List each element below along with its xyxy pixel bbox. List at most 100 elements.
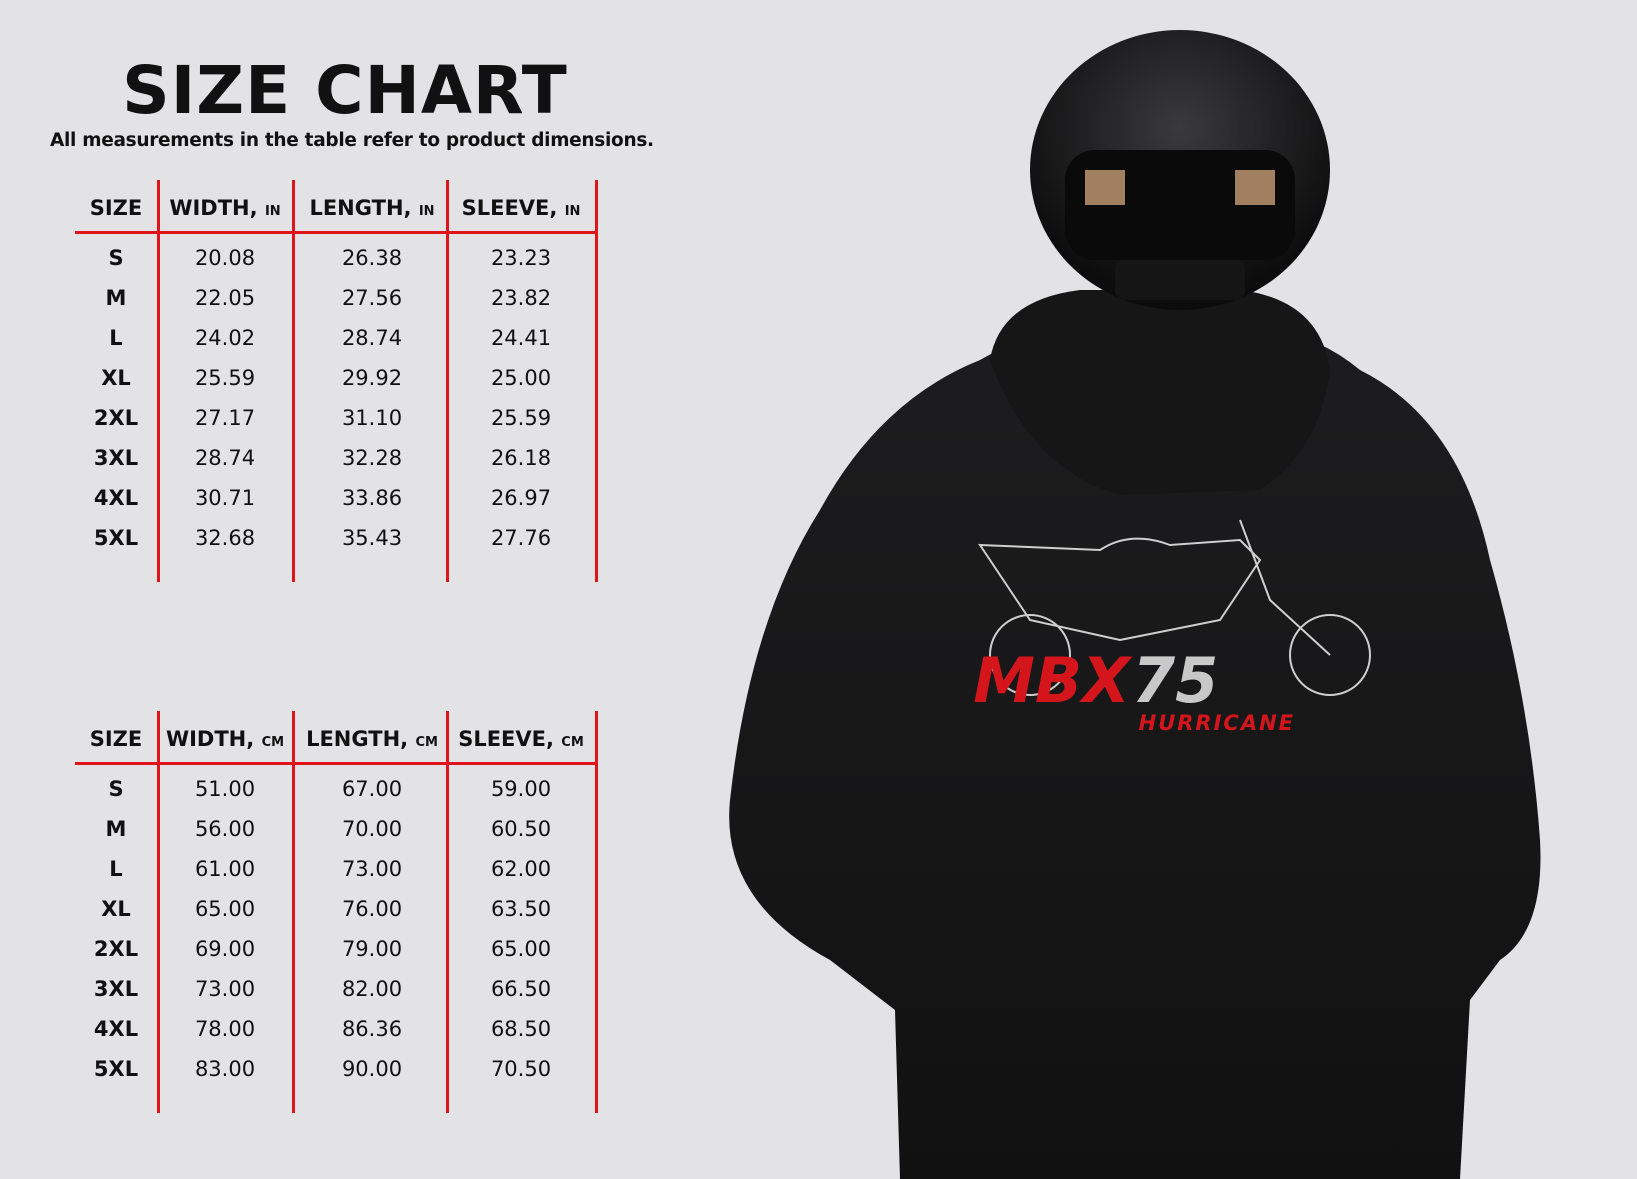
page-title: SIZE CHART	[122, 52, 568, 129]
column-header: SLEEVE, CM	[446, 727, 596, 751]
header-label: SIZE	[89, 727, 143, 751]
size-label: 5XL	[93, 1057, 139, 1081]
size-label: 3XL	[93, 446, 139, 470]
measurement-cell: 76.00	[341, 897, 403, 921]
measurement-cell: 26.18	[490, 446, 552, 470]
header-label: WIDTH,	[169, 196, 258, 220]
column-header: SIZE	[41, 196, 191, 220]
measurement-cell: 90.00	[341, 1057, 403, 1081]
measurement-cell: 62.00	[490, 857, 552, 881]
hood	[990, 290, 1330, 495]
header-label: SLEEVE,	[458, 727, 554, 751]
size-label: 4XL	[93, 1017, 139, 1041]
column-header: SLEEVE, IN	[446, 196, 596, 220]
column-header: LENGTH, IN	[297, 196, 447, 220]
measurement-cell: 27.76	[490, 526, 552, 550]
header-unit: CM	[561, 735, 584, 750]
measurement-cell: 86.36	[341, 1017, 403, 1041]
table-column-divider	[157, 180, 160, 582]
measurement-cell: 56.00	[194, 817, 256, 841]
column-header: WIDTH, CM	[150, 727, 300, 751]
measurement-cell: 69.00	[194, 937, 256, 961]
hoodie-body	[729, 328, 1541, 1179]
motorcycle-print	[978, 519, 1371, 696]
measurement-cell: 65.00	[490, 937, 552, 961]
table-header-divider	[75, 231, 597, 234]
measurement-cell: 65.00	[194, 897, 256, 921]
measurement-cell: 24.02	[194, 326, 256, 350]
table-column-divider	[446, 180, 449, 582]
measurement-cell: 66.50	[490, 977, 552, 1001]
table-column-divider	[157, 711, 160, 1113]
header-label: SIZE	[89, 196, 143, 220]
measurement-cell: 51.00	[194, 777, 256, 801]
subtitle: All measurements in the table refer to p…	[50, 130, 654, 151]
measurement-cell: 28.74	[194, 446, 256, 470]
measurement-cell: 70.00	[341, 817, 403, 841]
measurement-cell: 20.08	[194, 246, 256, 270]
measurement-cell: 33.86	[341, 486, 403, 510]
size-label: XL	[101, 366, 131, 390]
header-unit: IN	[264, 204, 281, 219]
size-table-inches: SIZE WIDTH, IN LENGTH, IN SLEEVE, IN S 20.08…	[75, 180, 598, 582]
measurement-cell: 23.23	[490, 246, 552, 270]
measurement-cell: 29.92	[341, 366, 403, 390]
print-mbx-text: MBX	[973, 644, 1133, 717]
measurement-cell: 79.00	[341, 937, 403, 961]
size-label: 4XL	[93, 486, 139, 510]
header-label: LENGTH,	[309, 196, 412, 220]
column-header: SIZE	[41, 727, 191, 751]
size-label: 3XL	[93, 977, 139, 1001]
table-column-divider	[292, 180, 295, 582]
measurement-cell: 31.10	[341, 406, 403, 430]
header-label: LENGTH,	[306, 727, 409, 751]
measurement-cell: 22.05	[194, 286, 256, 310]
header-unit: CM	[261, 735, 285, 750]
table-header-divider	[75, 762, 597, 765]
print-75-text: 75	[1132, 644, 1218, 717]
measurement-cell: 73.00	[194, 977, 256, 1001]
size-label: 2XL	[93, 937, 139, 961]
measurement-cell: 82.00	[341, 977, 403, 1001]
header-unit: IN	[564, 204, 581, 219]
measurement-cell: 67.00	[341, 777, 403, 801]
print-hurricane-text: HURRICANE	[1139, 711, 1295, 735]
table-column-divider	[595, 180, 598, 582]
size-label: L	[109, 857, 123, 881]
size-label: L	[109, 326, 123, 350]
size-label: M	[105, 817, 127, 841]
measurement-cell: 59.00	[490, 777, 552, 801]
column-header: WIDTH, IN	[150, 196, 300, 220]
measurement-cell: 23.82	[490, 286, 552, 310]
measurement-cell: 61.00	[194, 857, 256, 881]
size-label: M	[105, 286, 127, 310]
size-label: S	[108, 777, 124, 801]
measurement-cell: 25.59	[490, 406, 552, 430]
size-label: 2XL	[93, 406, 139, 430]
header-label: WIDTH,	[165, 727, 255, 751]
measurement-cell: 73.00	[341, 857, 403, 881]
column-header: LENGTH, CM	[297, 727, 447, 751]
header-label: SLEEVE,	[461, 196, 558, 220]
table-column-divider	[292, 711, 295, 1113]
measurement-cell: 32.28	[341, 446, 403, 470]
measurement-cell: 27.17	[194, 406, 256, 430]
size-label: 5XL	[93, 526, 139, 550]
measurement-cell: 26.97	[490, 486, 552, 510]
measurement-cell: 78.00	[194, 1017, 256, 1041]
measurement-cell: 68.50	[490, 1017, 552, 1041]
measurement-cell: 25.59	[194, 366, 256, 390]
table-column-divider	[595, 711, 598, 1113]
header-unit: CM	[415, 735, 438, 750]
measurement-cell: 24.41	[490, 326, 552, 350]
measurement-cell: 32.68	[194, 526, 256, 550]
hoodie-model-photo: MBX 75 HURRICANE	[729, 30, 1541, 1179]
measurement-cell: 27.56	[341, 286, 403, 310]
table-column-divider	[446, 711, 449, 1113]
measurement-cell: 28.74	[341, 326, 403, 350]
measurement-cell: 63.50	[490, 897, 552, 921]
measurement-cell: 60.50	[490, 817, 552, 841]
measurement-cell: 25.00	[490, 366, 552, 390]
measurement-cell: 30.71	[194, 486, 256, 510]
measurement-cell: 26.38	[341, 246, 403, 270]
